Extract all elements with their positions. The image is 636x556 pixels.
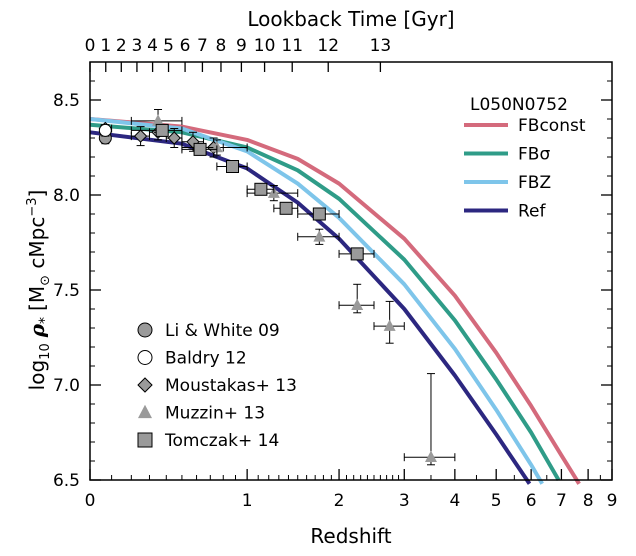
- y-tick-label: 7.5: [53, 281, 80, 301]
- top-tick-label: 0: [85, 36, 96, 56]
- square-marker: [155, 123, 169, 137]
- circle-marker: [98, 123, 112, 137]
- data-point: [403, 373, 456, 466]
- square-marker: [350, 247, 364, 261]
- series-line-1: [89, 117, 581, 485]
- top-tick-label: 10: [254, 36, 276, 56]
- square-marker: [312, 207, 326, 221]
- top-tick-label: 1: [100, 36, 111, 56]
- x-tick-label: 9: [607, 491, 618, 511]
- y-axis-title-close: ]: [25, 190, 49, 198]
- legend-circle-marker: [137, 322, 153, 338]
- x-tick-label: 4: [449, 491, 460, 511]
- obs-legend-label: Moustakas+ 13: [165, 376, 297, 396]
- triangle-marker: [383, 319, 396, 331]
- data-point: [98, 123, 112, 137]
- data-point: [338, 247, 375, 261]
- model-legend: L050N0752 FBconst FBσ FBZ Ref: [464, 95, 586, 222]
- triangle-marker: [351, 298, 364, 310]
- top-tick-label: 4: [147, 36, 158, 56]
- y-tick-label: 6.5: [53, 471, 80, 491]
- diamond-marker: [133, 129, 148, 143]
- legend-label: Ref: [518, 202, 547, 222]
- y-axis-title-sun: ⊙: [38, 275, 53, 286]
- square-marker: [193, 142, 207, 156]
- obs-legend-label: Baldry 12: [165, 349, 247, 369]
- data-point: [338, 283, 375, 314]
- y-axis-title-units: [M: [25, 286, 49, 311]
- legend-triangle-marker: [138, 404, 152, 419]
- triangle-marker: [313, 230, 326, 242]
- data-point: [130, 123, 183, 137]
- diamond-marker: [167, 131, 181, 145]
- data-point: [165, 128, 183, 148]
- data-point: [273, 201, 299, 215]
- top-tick-label: 12: [317, 36, 339, 56]
- plot-frame: [89, 61, 613, 481]
- y-axis-title-star: *: [37, 317, 53, 324]
- y-tick-label: 7.0: [53, 376, 80, 396]
- x-tick-label: 6: [526, 491, 537, 511]
- square-marker: [279, 201, 293, 215]
- data-point: [130, 126, 150, 147]
- top-tick-label: 13: [370, 36, 392, 56]
- x-tick-label: 5: [491, 491, 502, 511]
- legend-square-marker: [137, 432, 153, 448]
- top-tick-label: 8: [216, 36, 227, 56]
- top-tick-label: 9: [236, 36, 247, 56]
- top-tick-label: 7: [197, 36, 208, 56]
- legend-label: FBconst: [518, 116, 586, 136]
- obs-legend-label: Muzzin+ 13: [165, 404, 265, 424]
- obs-legend-label: Tomczak+ 14: [164, 431, 279, 451]
- data-point: [181, 142, 218, 156]
- triangle-marker: [424, 450, 437, 462]
- model-legend-title: L050N0752: [470, 95, 568, 115]
- legend-circle-marker: [137, 350, 153, 365]
- observation-legend: Li & White 09 Baldry 12 Moustakas+ 13 Muzzi…: [137, 321, 297, 451]
- observations: [98, 109, 456, 466]
- data-point: [373, 300, 405, 344]
- data-point: [216, 160, 248, 173]
- x-tick-label: 0: [85, 491, 96, 511]
- legend-label: FBσ: [518, 145, 550, 165]
- obs-legend-label: Li & White 09: [165, 321, 280, 341]
- x-axis-title: Redshift: [310, 524, 391, 548]
- y-axis-title: log10 ρ* [M⊙ cMpc−3]: [25, 190, 53, 391]
- x-tick-label: 2: [334, 491, 345, 511]
- y-axis-title-sub: 10: [38, 343, 53, 360]
- top-tick-label: 6: [180, 36, 191, 56]
- top-tick-label: 3: [132, 36, 143, 56]
- data-point: [246, 182, 275, 196]
- x-tick-label: 7: [556, 491, 567, 511]
- square-marker: [226, 160, 240, 173]
- x-tick-label: 1: [242, 491, 253, 511]
- y-axis-title-exp: −3: [25, 198, 40, 217]
- legend-diamond-marker: [137, 377, 153, 393]
- legend-label: FBZ: [518, 173, 551, 193]
- square-marker: [254, 182, 268, 196]
- x-tick-label: 8: [583, 491, 594, 511]
- top-axis-title: Lookback Time [Gyr]: [247, 7, 454, 31]
- top-tick-label: 2: [116, 36, 127, 56]
- y-axis-title-log: log: [25, 360, 49, 391]
- y-axis-title-units2: cMpc: [25, 217, 49, 275]
- y-tick-label: 8.0: [53, 186, 80, 206]
- y-tick-label: 8.5: [53, 91, 80, 111]
- data-point: [297, 207, 340, 221]
- triangle-marker: [152, 114, 165, 126]
- data-point: [297, 228, 340, 245]
- y-axis-title-rho: ρ: [25, 323, 49, 338]
- top-tick-label: 5: [163, 36, 174, 56]
- top-tick-label: 11: [281, 36, 303, 56]
- x-tick-label: 3: [399, 491, 410, 511]
